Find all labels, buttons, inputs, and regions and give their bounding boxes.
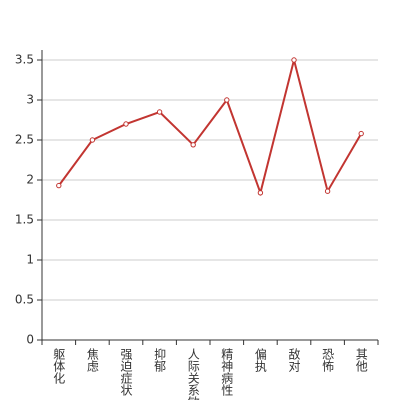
point	[224, 97, 230, 103]
x-tick-label: 其他	[354, 348, 368, 372]
x-tick-label: 强迫症状	[119, 348, 133, 396]
x-tick-label: 偏执	[253, 347, 267, 373]
point	[291, 57, 297, 63]
point	[358, 130, 364, 137]
x-tick-label: 精神病性	[220, 348, 234, 397]
y-tick-label: 3	[26, 93, 34, 107]
y-tick-label: 1	[26, 253, 34, 267]
point	[56, 182, 62, 189]
x-tick-label: 焦虑	[85, 348, 99, 372]
x-tick-label: 抑郁	[153, 347, 167, 373]
y-tick-label: 0	[26, 333, 34, 347]
x-tick-label: 躯体化	[52, 347, 66, 385]
point	[190, 142, 196, 148]
point	[324, 188, 331, 194]
y-tick-label: 2	[26, 173, 34, 187]
x-tick-label: 敌对	[287, 347, 301, 372]
y-tick-label: 0.5	[15, 293, 34, 307]
point	[123, 121, 129, 127]
point	[257, 190, 264, 196]
y-tick-label: 3.5	[15, 53, 34, 67]
y-tick-label: 2.5	[15, 133, 34, 147]
y-tick-label: 1.5	[15, 213, 34, 227]
point	[89, 137, 96, 143]
line	[57, 59, 363, 197]
x-tick-label: 人际关系敏感	[186, 348, 200, 400]
point	[156, 109, 163, 115]
x-tick-label: 恐怖	[321, 348, 335, 372]
